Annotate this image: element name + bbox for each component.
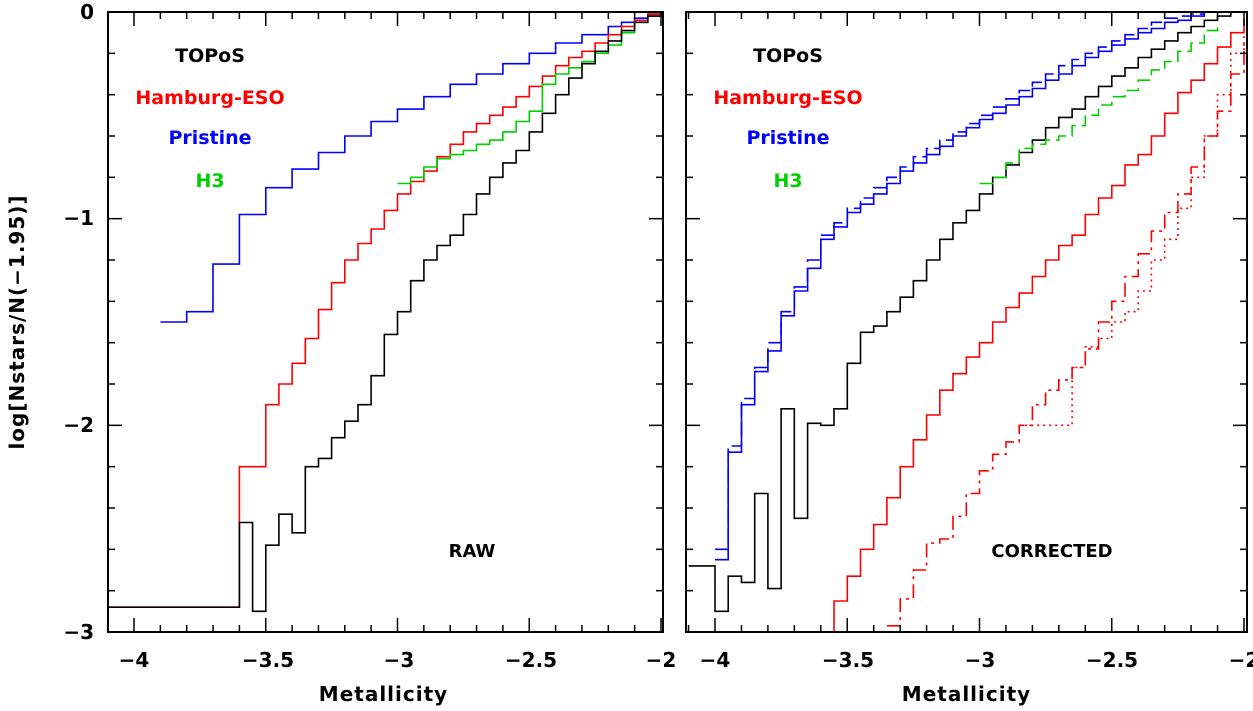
legend-item-topos: TOPoS <box>753 45 823 67</box>
x-tick-label: −2.5 <box>505 648 557 672</box>
legend-item-pristine: Pristine <box>168 127 251 149</box>
x-tick-label: −2.5 <box>1086 648 1138 672</box>
x-tick-label: −3 <box>384 648 415 672</box>
x-tick-label: −4 <box>119 648 150 672</box>
legend-item-hamburg-eso: Hamburg-ESO <box>135 87 284 109</box>
series-line-hamburg-eso <box>108 12 662 608</box>
panel-raw: −4 −3.5 −3 −2.5 −2 Metallicity TOPoS Hamburg-ES… <box>106 11 677 706</box>
y-tick-label: 0 <box>80 0 94 24</box>
x-tick-label: −3 <box>965 648 996 672</box>
series-line-pristine-corrected- <box>715 12 1244 551</box>
x-tick-label: −4 <box>700 648 731 672</box>
series-line-h3 <box>979 22 1219 185</box>
x-tick-label: −2 <box>646 648 677 672</box>
y-tick-label: −2 <box>63 413 94 437</box>
series-line-topos <box>108 12 662 613</box>
x-axis-title: Metallicity <box>319 682 448 706</box>
series-line-pristine-raw- <box>715 12 1244 561</box>
panel-label: CORRECTED <box>991 541 1112 562</box>
legend-item-h3: H3 <box>195 170 224 192</box>
series-line-pristine <box>160 12 662 323</box>
legend-item-h3: H3 <box>773 170 802 192</box>
plot-frame <box>107 11 664 633</box>
x-tick-label: −3.5 <box>242 648 294 672</box>
legend-item-pristine: Pristine <box>746 127 829 149</box>
y-tick-label: −1 <box>63 206 94 230</box>
legend-item-hamburg-eso: Hamburg-ESO <box>713 87 862 109</box>
legend-item-topos: TOPoS <box>175 45 245 67</box>
series-line-hamburg-eso-dash-dot- <box>886 43 1245 627</box>
series-line-topos <box>688 12 1244 613</box>
panel-corrected: −4 −3.5 −3 −2.5 −2 Metallicity TOPoS Hamburg-ES… <box>685 11 1253 706</box>
series-line-hamburg-eso <box>820 18 1245 632</box>
x-tick-label: −3.5 <box>822 648 874 672</box>
y-tick-label: −3 <box>63 620 94 644</box>
series-line-hamburg-eso-dotted- <box>1019 32 1245 427</box>
x-tick-label: −2 <box>1229 648 1253 672</box>
panel-label: RAW <box>449 541 496 562</box>
plot-frame <box>685 11 1248 633</box>
x-axis-title: Metallicity <box>902 682 1031 706</box>
y-axis-title: log[Nstars/N(−1.95)] <box>5 194 29 449</box>
